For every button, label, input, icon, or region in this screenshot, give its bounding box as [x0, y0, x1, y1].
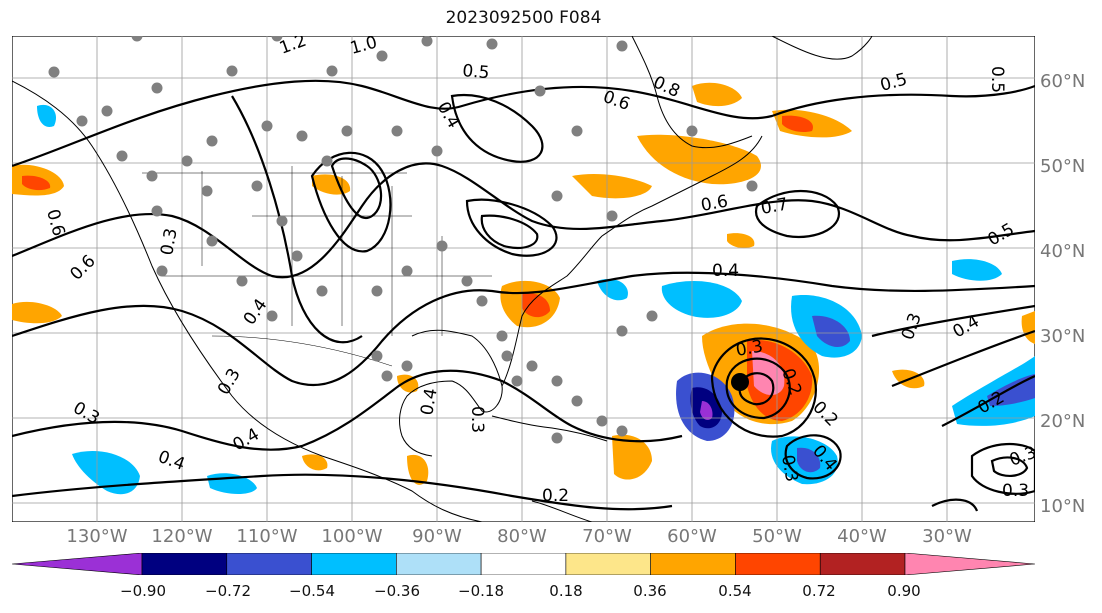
storm-center-marker — [731, 373, 749, 391]
colorbar-cell — [904, 553, 1035, 575]
positive-anomaly-edge — [1021, 311, 1035, 344]
negative-anomaly-south-inner — [797, 447, 821, 473]
colorbar-tick: 0.72 — [802, 582, 836, 600]
contour-label: 0.5 — [987, 66, 1007, 93]
contour-label: 0.7 — [759, 195, 789, 219]
positive-anomaly-mexico — [302, 454, 328, 471]
colorbar-cell — [735, 553, 821, 575]
colorbar-tick: 0.18 — [549, 582, 583, 600]
colorbar-cell — [650, 553, 736, 575]
colorbar-cell — [819, 553, 906, 575]
lon-label: 120°W — [151, 526, 213, 547]
lon-label: 80°W — [497, 526, 547, 547]
positive-anomaly-greenland-inner — [782, 115, 813, 133]
negative-anomaly-ne-inner — [812, 315, 850, 348]
negative-anomaly-east — [952, 259, 1002, 281]
positive-anomaly-labrador — [637, 134, 761, 185]
colorbar-cell — [311, 553, 397, 575]
lon-label: 90°W — [412, 526, 462, 547]
positive-anomaly-pacific-ne — [12, 301, 62, 324]
contour-label: 0.3 — [734, 337, 764, 361]
lon-label: 130°W — [66, 526, 128, 547]
map-title: 2023092500 F084 — [445, 8, 602, 28]
colorbar-cell — [12, 553, 143, 575]
coastlines — [11, 35, 873, 523]
map-svg: 1.2 1.00.50.80.60.50.40.60.60.30.40.30.30… — [11, 30, 1039, 523]
positive-anomaly-eastcoast-inner — [522, 293, 550, 318]
contour-label: 0.3 — [157, 227, 181, 257]
contour-label: 0.2 — [542, 486, 569, 506]
borders — [142, 166, 492, 367]
positive-anomaly-storm-core — [752, 351, 785, 395]
colorbar-tick: 0.54 — [718, 582, 752, 600]
negative-anomaly-alaska — [37, 104, 57, 127]
lat-label: 60°N — [1040, 71, 1086, 92]
colorbar-tick: −0.90 — [120, 582, 166, 600]
colorbar — [12, 553, 1035, 575]
colorbar-tick: 0.90 — [887, 582, 921, 600]
lat-label: 10°N — [1040, 496, 1086, 517]
lat-label: 50°N — [1040, 156, 1086, 177]
contour-label: 0.6 — [699, 192, 729, 216]
negative-anomaly-atl1 — [597, 278, 628, 301]
contour-lines — [11, 79, 1037, 512]
colorbar-cell — [396, 553, 482, 575]
colorbar-tick: −0.18 — [458, 582, 504, 600]
negative-anomaly-storm-core — [700, 401, 713, 420]
contour-label: 0.5 — [462, 61, 491, 83]
lat-label: 20°N — [1040, 411, 1086, 432]
colorbar-tick: −0.36 — [374, 582, 420, 600]
colorbar-cell — [480, 553, 567, 575]
negative-anomaly-atl2 — [661, 281, 742, 318]
lon-label: 60°W — [667, 526, 717, 547]
contour-label: 0.3 — [1002, 481, 1029, 501]
positive-anomaly-atl-small — [727, 233, 755, 249]
contour-label: 0.3 — [777, 453, 801, 483]
lon-label: 50°W — [752, 526, 802, 547]
lon-label: 70°W — [582, 526, 632, 547]
colorbar-tick: 0.36 — [633, 582, 667, 600]
positive-anomaly-caribbean — [612, 434, 652, 480]
contour-label: 0.4 — [712, 261, 739, 281]
colorbar-cell — [226, 553, 312, 575]
colorbar-tick: −0.72 — [205, 582, 251, 600]
negative-anomaly-pacific — [72, 450, 140, 495]
colorbar-cell — [565, 553, 651, 575]
contour-label: 0.4 — [417, 387, 441, 417]
lon-label: 40°W — [837, 526, 887, 547]
positive-anomaly-maritimes — [572, 174, 652, 199]
positive-anomaly-labrador2 — [692, 82, 742, 107]
lon-label: 100°W — [321, 526, 383, 547]
lon-label: 30°W — [922, 526, 972, 547]
positive-anomaly-westcoast-inner — [22, 175, 51, 191]
colorbar-tick: −0.54 — [289, 582, 335, 600]
positive-anomaly-cam — [407, 454, 429, 485]
colorbar-cell — [141, 553, 228, 575]
contour-label: 0.3 — [467, 406, 487, 433]
weather-map: 1.2 1.0 0.5 0.8 0.6 0.5 0.4 0.6 0.6 0.3 0.4 0.3 0.3 0… — [11, 30, 1039, 523]
lat-label: 30°N — [1040, 326, 1086, 347]
lon-label: 110°W — [236, 526, 298, 547]
lat-label: 40°N — [1040, 241, 1086, 262]
